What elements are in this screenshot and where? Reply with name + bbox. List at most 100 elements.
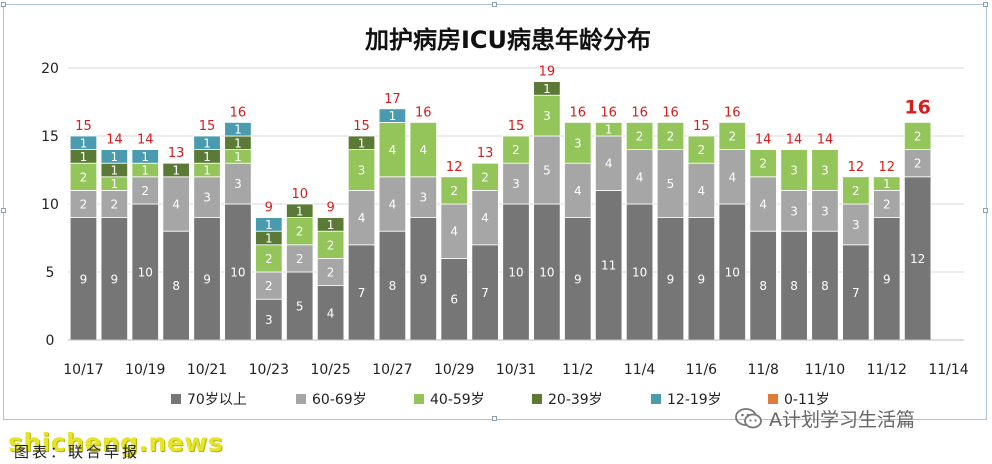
y-tick-label: 0 [46, 333, 55, 349]
bar-value-label: 4 [698, 184, 706, 198]
bar-total-label: 16 [230, 105, 247, 120]
resize-handle-left[interactable] [1, 208, 6, 213]
x-tick-label: 11/4 [624, 362, 656, 378]
bar-value-label: 1 [265, 218, 273, 232]
bar-total-label: 15 [353, 119, 370, 134]
x-tick-label: 11/12 [867, 362, 907, 378]
bar-segment [316, 217, 345, 232]
legend-swatch [171, 394, 181, 404]
source-label: 图表：联合早报 [14, 443, 141, 461]
bar-value-label: 2 [450, 184, 458, 198]
bar-value-label: 7 [852, 286, 860, 300]
x-tick-label: 10/17 [63, 362, 103, 378]
bar-total-label: 9 [326, 201, 334, 216]
bar-segment [718, 203, 746, 341]
bar-value-label: 1 [111, 177, 119, 191]
bar-segment [533, 135, 561, 205]
resize-handle-right[interactable] [983, 208, 988, 213]
bar-segment [595, 122, 623, 137]
bar-value-label: 8 [172, 279, 180, 293]
wechat-account-name: A计划学习生活篇 [769, 409, 915, 431]
legend-label: 60-69岁 [312, 392, 367, 408]
bar-segment [378, 122, 407, 178]
bar-value-label: 10 [138, 266, 153, 280]
bar-segment [224, 122, 252, 137]
y-tick-label: 5 [46, 265, 55, 281]
bar-segment [780, 230, 808, 341]
bar-value-label: 2 [636, 130, 644, 144]
bar-segment [378, 108, 407, 123]
bar-segment [533, 81, 561, 96]
bar-value-label: 1 [327, 218, 335, 232]
bar-segment [842, 244, 870, 341]
bar-segment [162, 230, 190, 341]
x-tick-label: 11/14 [928, 362, 968, 378]
bar-total-label: 16 [415, 105, 432, 120]
bar-value-label: 2 [914, 130, 922, 144]
bar-value-label: 1 [296, 204, 304, 218]
bar-value-label: 1 [203, 136, 211, 150]
bar-value-label: 5 [543, 164, 551, 178]
resize-handle-top-right[interactable] [983, 2, 988, 7]
bar-value-label: 3 [358, 164, 366, 178]
bar-total-label: 17 [384, 92, 401, 107]
y-tick-label: 20 [41, 61, 59, 77]
bar-segment [903, 176, 932, 341]
bar-segment [656, 122, 685, 151]
bar-segment [564, 122, 592, 164]
bar-segment [409, 176, 437, 219]
bar-segment [625, 149, 654, 205]
bar-segment [347, 189, 376, 246]
bar-value-label: 5 [296, 300, 304, 314]
bar-segment [873, 176, 901, 191]
bar-value-label: 1 [543, 82, 551, 96]
resize-handle-top[interactable] [492, 2, 497, 7]
bar-total-label: 15 [508, 119, 525, 134]
bar-total-label: 16 [904, 96, 930, 118]
bar-segment [224, 162, 252, 205]
y-tick-label: 10 [41, 197, 59, 213]
bar-value-label: 2 [265, 279, 273, 293]
bar-segment [811, 189, 839, 232]
bar-total-label: 14 [755, 133, 772, 148]
resize-handle-bottom[interactable] [492, 416, 497, 421]
bar-value-label: 12 [910, 252, 925, 266]
x-tick-label: 10/19 [125, 362, 165, 378]
legend-swatch [414, 394, 424, 404]
wechat-icon [735, 407, 762, 428]
resize-handle-top-left[interactable] [1, 2, 6, 7]
bar-segment [502, 135, 530, 164]
bar-segment [255, 271, 283, 300]
bar-total-label: 14 [817, 133, 834, 148]
bar-total-label: 19 [539, 65, 556, 80]
bar-value-label: 2 [327, 266, 335, 280]
bar-segment [625, 122, 654, 151]
x-tick-label: 10/29 [434, 362, 474, 378]
bar-value-label: 3 [512, 177, 520, 191]
bar-total-label: 14 [106, 133, 123, 148]
bar-value-label: 1 [883, 177, 891, 191]
bar-value-label: 2 [667, 130, 675, 144]
x-tick-label: 10/31 [496, 362, 536, 378]
bar-segment [131, 203, 159, 341]
bar-value-label: 2 [296, 252, 304, 266]
bar-value-label: 5 [667, 177, 675, 191]
bar-total-label: 13 [477, 146, 494, 161]
bar-value-label: 4 [574, 184, 582, 198]
bar-segment [811, 149, 839, 191]
bar-segment [749, 176, 777, 232]
watermark: shicheng.news [8, 428, 224, 457]
bar-value-label: 10 [725, 266, 740, 280]
bar-value-label: 9 [883, 272, 891, 286]
bar-value-label: 7 [481, 286, 489, 300]
bar-value-label: 6 [450, 293, 458, 307]
x-tick-label: 11/8 [747, 362, 778, 378]
bar-segment [749, 230, 777, 341]
bar-segment [718, 122, 746, 151]
bar-segment [625, 203, 654, 341]
bar-value-label: 9 [419, 272, 427, 286]
bar-segment [687, 217, 716, 341]
bar-segment [316, 257, 345, 286]
